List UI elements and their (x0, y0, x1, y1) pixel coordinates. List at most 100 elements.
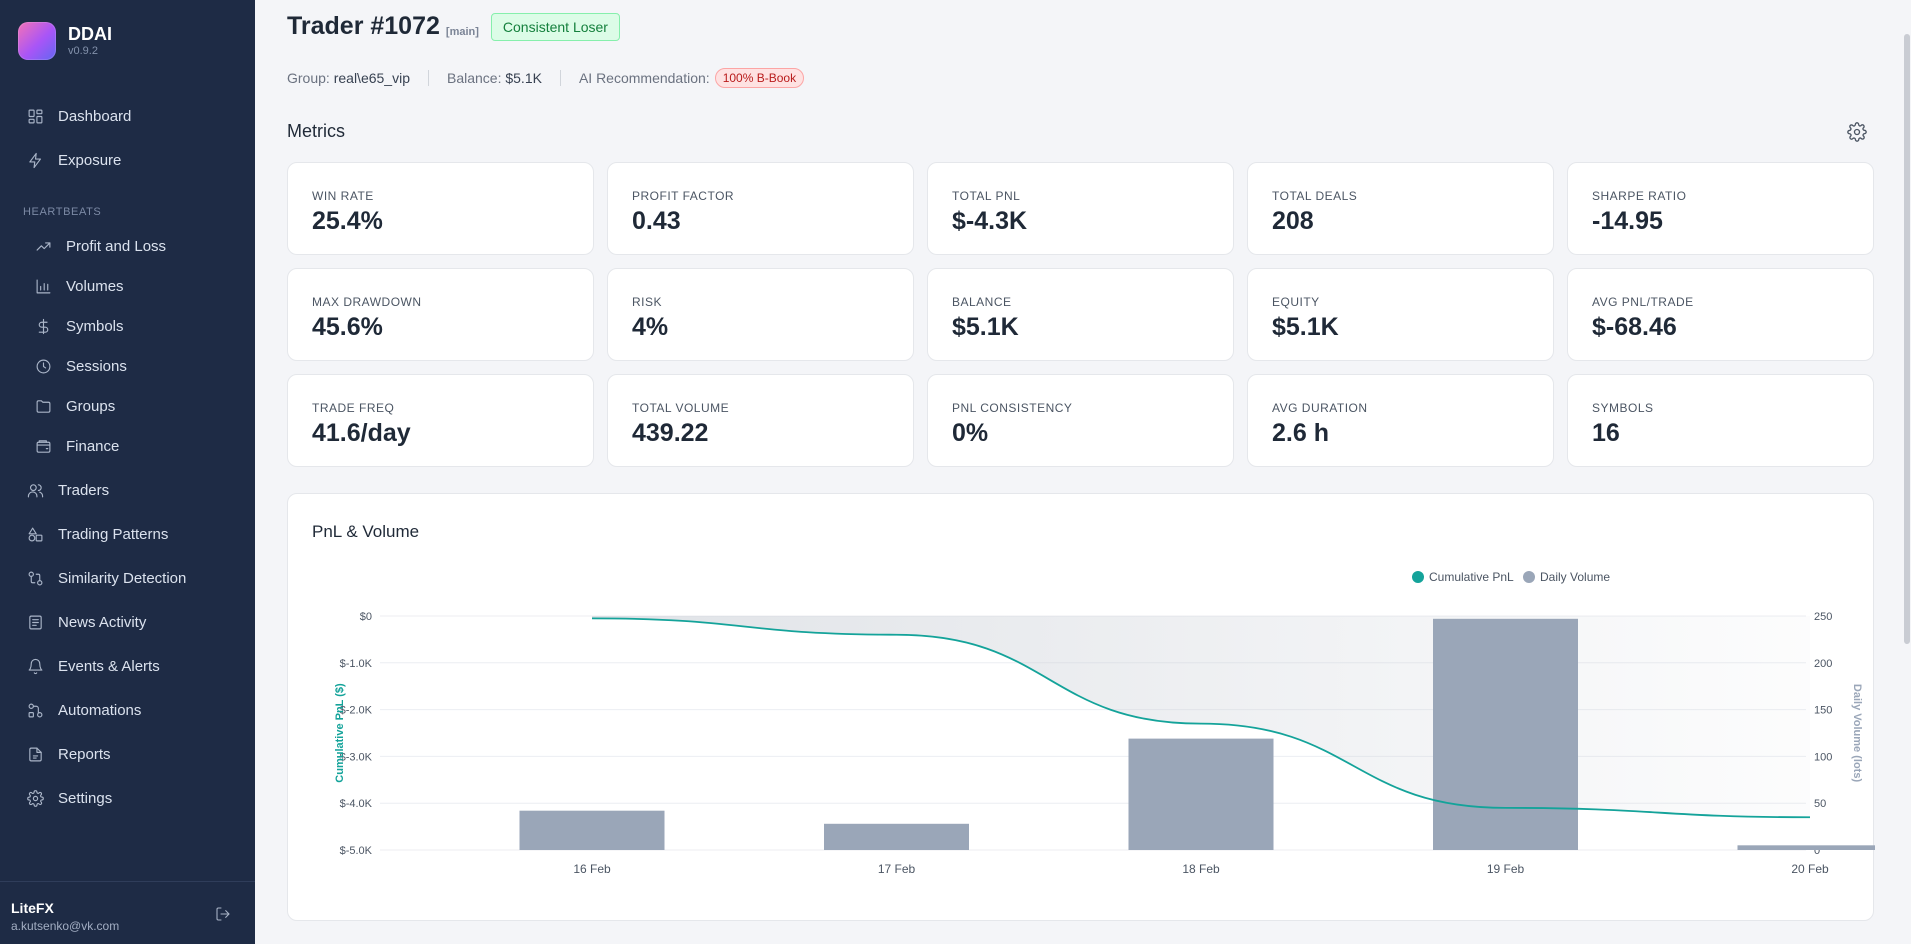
sidebar-item-similarity-detection[interactable]: Similarity Detection (0, 560, 255, 596)
metric-label: RISK (632, 295, 663, 309)
page-scrollbar[interactable] (1903, 0, 1911, 944)
volume-bar (1737, 845, 1875, 850)
metrics-settings-icon[interactable] (1847, 122, 1867, 142)
metric-card-max-drawdown: MAX DRAWDOWN 45.6% (287, 268, 594, 361)
trending-up-icon (34, 237, 52, 255)
metric-card-pnl-consistency: PNL CONSISTENCY 0% (927, 374, 1234, 467)
metric-value: $5.1K (952, 313, 1019, 341)
metric-card-total-pnl: TOTAL PNL $-4.3K (927, 162, 1234, 255)
shapes-icon (26, 525, 44, 543)
metric-value: 41.6/day (312, 419, 411, 447)
account-tag: [main] (445, 25, 479, 38)
metric-card-sharpe-ratio: SHARPE RATIO -14.95 (1567, 162, 1874, 255)
trader-meta: Group: real\e65_vip Balance: $5.1K AI Re… (287, 68, 805, 88)
sidebar-item-reports[interactable]: Reports (0, 736, 255, 772)
metric-label: MAX DRAWDOWN (312, 295, 422, 309)
sidebar-item-profit-and-loss[interactable]: Profit and Loss (0, 228, 255, 264)
x-tick-label: 20 Feb (1791, 862, 1829, 876)
metric-value: -14.95 (1592, 207, 1663, 235)
sidebar-item-traders[interactable]: Traders (0, 472, 255, 508)
y-left-tick-label: $-5.0K (340, 845, 373, 857)
metric-value: 4% (632, 313, 669, 341)
newspaper-icon (26, 613, 44, 631)
sidebar-item-settings[interactable]: Settings (0, 780, 255, 816)
pnl-volume-chart: $0 $-1.0K $-2.0K $-3.0K $-4.0K $-5.0K 250 200 15… (334, 570, 1875, 876)
pnl-line (591, 617, 1811, 819)
sidebar-item-label: Trading Patterns (58, 525, 169, 543)
app-version: v0.9.2 (68, 45, 98, 57)
y-left-tick-label: $-1.0K (340, 658, 373, 670)
metrics-heading: Metrics (287, 121, 345, 141)
divider (559, 70, 561, 86)
metric-label: WIN RATE (312, 189, 374, 203)
sidebar-item-label: Dashboard (58, 107, 132, 125)
metric-label: TOTAL VOLUME (632, 401, 730, 415)
workflow-icon (26, 701, 44, 719)
volume-bar (519, 810, 665, 850)
metric-label: EQUITY (1272, 295, 1320, 309)
sidebar-item-sessions[interactable]: Sessions (0, 348, 255, 384)
y-right-tick-label: 0 (1814, 845, 1820, 857)
sidebar-item-label: News Activity (58, 613, 147, 631)
sidebar-item-label: Volumes (66, 277, 124, 295)
sidebar-item-groups[interactable]: Groups (0, 388, 255, 424)
metric-value: 16 (1592, 419, 1620, 447)
metric-label: TRADE FREQ (312, 401, 395, 415)
sidebar-item-events-alerts[interactable]: Events & Alerts (0, 648, 255, 684)
metric-value: 0.43 (632, 207, 681, 235)
sidebar-item-automations[interactable]: Automations (0, 692, 255, 728)
sidebar-item-exposure[interactable]: Exposure (0, 142, 255, 178)
sidebar-item-trading-patterns[interactable]: Trading Patterns (0, 516, 255, 552)
sidebar-item-label: Settings (58, 789, 113, 807)
main-content: Trader #1072 [main] Consistent Loser Gro… (255, 0, 1911, 944)
y-right-axis-title: Daily Volume (lots) (1851, 684, 1863, 783)
git-compare-icon (26, 569, 44, 587)
sidebar-item-dashboard[interactable]: Dashboard (0, 98, 255, 134)
sidebar-item-label: Automations (58, 701, 142, 719)
metric-card-symbols: SYMBOLS 16 (1567, 374, 1874, 467)
metric-card-avg-duration: AVG DURATION 2.6 h (1247, 374, 1554, 467)
page-title: Trader #1072 (287, 12, 440, 40)
x-tick-label: 16 Feb (573, 862, 611, 876)
x-tick-label: 17 Feb (878, 862, 916, 876)
ai-recommendation-label: AI Recommendation: (578, 70, 710, 86)
metric-card-profit-factor: PROFIT FACTOR 0.43 (607, 162, 914, 255)
brand[interactable]: DDAI v0.9.2 (18, 22, 112, 60)
org-name: LiteFX (11, 900, 54, 916)
sidebar-item-news-activity[interactable]: News Activity (0, 604, 255, 640)
pnl-volume-chart-card: PnL & Volume $0 $-1.0K $-2.0K $-3.0K $-4.0K $… (287, 493, 1875, 921)
volume-bar (1433, 618, 1578, 850)
scrollbar-thumb[interactable] (1904, 34, 1910, 644)
y-left-tick-label: $-4.0K (340, 798, 373, 810)
sidebar-item-label: Events & Alerts (58, 657, 160, 675)
folder-icon (34, 397, 52, 415)
balance-label: Balance: (446, 70, 502, 86)
volume-bar (1128, 738, 1274, 850)
metric-value: $5.1K (1272, 313, 1339, 341)
app-name: DDAI (68, 24, 112, 44)
metric-label: BALANCE (952, 295, 1012, 309)
users-icon (26, 481, 44, 499)
metric-card-balance: BALANCE $5.1K (927, 268, 1234, 361)
clock-icon (34, 357, 52, 375)
section-label-heartbeats: HEARTBEATS (23, 206, 102, 218)
trader-classification-badge: Consistent Loser (490, 12, 620, 41)
sidebar-item-symbols[interactable]: Symbols (0, 308, 255, 344)
metric-value: 208 (1272, 207, 1314, 235)
sidebar-item-finance[interactable]: Finance (0, 428, 255, 464)
metric-label: TOTAL PNL (952, 189, 1021, 203)
y-right-tick-label: 250 (1814, 611, 1832, 623)
chart-title: PnL & Volume (312, 522, 420, 541)
wallet-icon (34, 437, 52, 455)
sidebar-item-volumes[interactable]: Volumes (0, 268, 255, 304)
sidebar-item-label: Finance (66, 437, 120, 455)
legend-label: Daily Volume (1540, 570, 1610, 584)
metric-label: AVG DURATION (1272, 401, 1368, 415)
divider (427, 70, 429, 86)
legend-marker (1412, 571, 1424, 583)
logout-icon[interactable] (215, 906, 233, 924)
metric-value: 25.4% (312, 207, 383, 235)
y-right-tick-label: 50 (1814, 798, 1826, 810)
sidebar-footer: LiteFX a.kutsenko@vk.com (0, 881, 255, 944)
metric-card-avg-pnl-trade: AVG PNL/TRADE $-68.46 (1567, 268, 1874, 361)
